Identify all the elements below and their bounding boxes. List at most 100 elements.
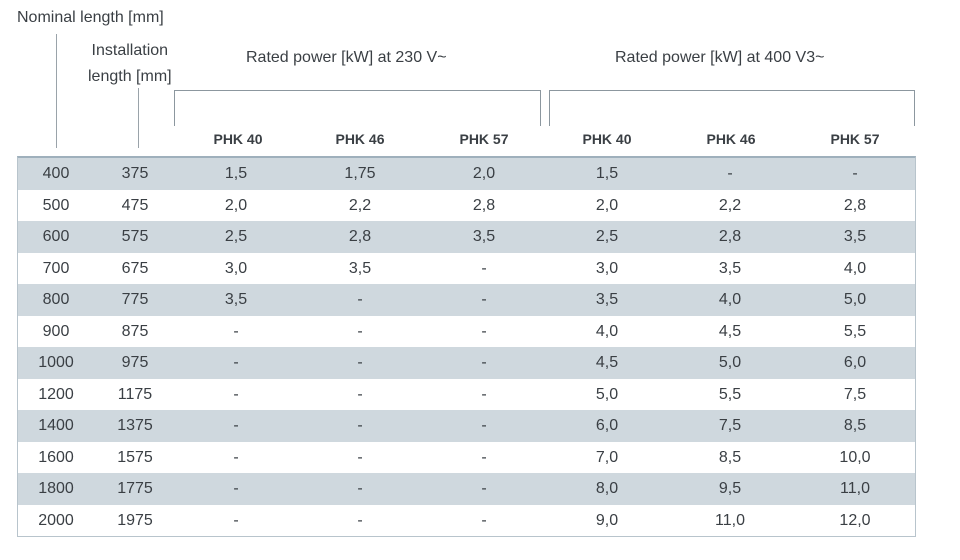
phk40-400-cell: 4,0	[595, 322, 619, 340]
installation-length-header-line1: Installation	[91, 42, 169, 59]
phk40-230-cell: -	[233, 322, 239, 340]
phk46-230-cell: -	[357, 417, 363, 434]
phk40-230-cell: -	[233, 354, 239, 371]
phk40-400-cell: 7,0	[595, 448, 619, 466]
phk57-230-cell: -	[481, 322, 487, 340]
nominal-length-cell: 800	[42, 291, 70, 308]
installation-length-leader-line	[138, 88, 139, 148]
phk40-230-cell: 3,0	[224, 259, 248, 277]
table-row: 1200 1175 - - - 5,0 5,5 7,5	[18, 379, 915, 411]
phk57-400-cell: 4,0	[843, 259, 867, 277]
phk57-230-cell: -	[481, 385, 487, 403]
phk46-400-cell: 5,5	[718, 385, 742, 403]
phk57-230-cell: -	[481, 480, 487, 497]
model-header-230-phk46: PHK 46	[335, 131, 385, 147]
installation-length-cell: 475	[121, 196, 149, 214]
phk57-230-cell: -	[481, 448, 487, 466]
phk57-400-cell: 6,0	[843, 354, 867, 371]
nominal-length-cell: 1200	[38, 385, 74, 403]
phk40-400-cell: 4,5	[595, 354, 619, 371]
phk57-230-cell: -	[481, 291, 487, 308]
table-row: 800 775 3,5 - - 3,5 4,0 5,0	[18, 284, 915, 316]
installation-length-cell: 1775	[117, 480, 153, 497]
phk40-230-cell: 2,5	[224, 228, 248, 245]
table-row: 700 675 3,0 3,5 - 3,0 3,5 4,0	[18, 253, 915, 285]
phk40-230-cell: 3,5	[224, 291, 248, 308]
phk46-230-cell: -	[357, 354, 363, 371]
rated-power-400-header: Rated power [kW] at 400 V3~	[615, 49, 825, 66]
phk40-400-cell: 2,5	[595, 228, 619, 245]
phk57-400-cell: 3,5	[843, 228, 867, 245]
model-header-230-phk57: PHK 57	[459, 131, 509, 147]
installation-length-header: Installation length [mm]	[88, 38, 172, 90]
phk57-400-cell: 5,5	[843, 322, 867, 340]
phk46-230-cell: -	[357, 448, 363, 466]
rated-power-table: 400 375 1,5 1,75 2,0 1,5 - - 500 475 2,0 2,2 2,8 2,0 2…	[17, 156, 916, 537]
phk46-400-cell: 8,5	[718, 448, 742, 466]
phk57-400-cell: 12,0	[839, 511, 871, 529]
rated-power-400-bracket	[549, 90, 915, 126]
phk40-400-cell: 3,0	[595, 259, 619, 277]
phk40-230-cell: 2,0	[224, 196, 248, 214]
nominal-length-cell: 700	[42, 259, 70, 277]
nominal-length-cell: 1000	[38, 354, 74, 371]
phk46-230-cell: 1,75	[344, 165, 376, 182]
phk40-230-cell: -	[233, 448, 239, 466]
phk57-400-cell: 8,5	[843, 417, 867, 434]
phk57-400-cell: 7,5	[843, 385, 867, 403]
installation-length-cell: 575	[121, 228, 149, 245]
nominal-length-cell: 600	[42, 228, 70, 245]
phk46-230-cell: -	[357, 511, 363, 529]
phk57-230-cell: 3,5	[472, 228, 496, 245]
nominal-length-cell: 900	[42, 322, 70, 340]
phk57-230-cell: -	[481, 354, 487, 371]
rated-power-230-bracket	[174, 90, 541, 126]
installation-length-header-line2: length [mm]	[88, 68, 172, 85]
table-row: 1600 1575 - - - 7,0 8,5 10,0	[18, 442, 915, 474]
phk46-230-cell: -	[357, 322, 363, 340]
phk46-400-cell: 11,0	[715, 511, 745, 529]
model-header-400-phk46: PHK 46	[706, 131, 756, 147]
phk46-400-cell: 4,0	[718, 291, 742, 308]
model-header-230-phk40: PHK 40	[213, 131, 263, 147]
phk40-400-cell: 6,0	[595, 417, 619, 434]
installation-length-cell: 975	[121, 354, 149, 371]
nominal-length-leader-line	[56, 34, 57, 148]
phk40-230-cell: -	[233, 511, 239, 529]
phk57-400-cell: 2,8	[843, 196, 867, 214]
phk46-400-cell: 9,5	[718, 480, 742, 497]
phk46-230-cell: 3,5	[348, 259, 372, 277]
table-row: 1400 1375 - - - 6,0 7,5 8,5	[18, 410, 915, 442]
phk57-230-cell: 2,0	[472, 165, 496, 182]
phk46-230-cell: -	[357, 480, 363, 497]
phk57-400-cell: 10,0	[839, 448, 871, 466]
nominal-length-cell: 1400	[38, 417, 74, 434]
installation-length-cell: 1575	[117, 448, 153, 466]
rated-power-230-header: Rated power [kW] at 230 V~	[246, 49, 447, 66]
phk46-400-cell: 4,5	[718, 322, 742, 340]
phk46-400-cell: -	[727, 165, 733, 182]
phk57-230-cell: -	[481, 511, 487, 529]
phk40-400-cell: 3,5	[595, 291, 619, 308]
installation-length-cell: 1375	[117, 417, 153, 434]
nominal-length-cell: 1600	[38, 448, 74, 466]
installation-length-cell: 1975	[117, 511, 153, 529]
phk40-230-cell: 1,5	[224, 165, 248, 182]
phk57-230-cell: 2,8	[472, 196, 496, 214]
phk40-400-cell: 2,0	[595, 196, 619, 214]
phk57-400-cell: -	[852, 165, 858, 182]
phk46-230-cell: -	[357, 291, 363, 308]
phk40-400-cell: 8,0	[595, 480, 619, 497]
table-row: 1000 975 - - - 4,5 5,0 6,0	[18, 347, 915, 379]
phk46-400-cell: 2,8	[718, 228, 742, 245]
nominal-length-cell: 500	[42, 196, 70, 214]
table-row: 1800 1775 - - - 8,0 9,5 11,0	[18, 473, 915, 505]
nominal-length-header: Nominal length [mm]	[17, 9, 164, 26]
phk46-230-cell: -	[357, 385, 363, 403]
table-row: 500 475 2,0 2,2 2,8 2,0 2,2 2,8	[18, 190, 915, 222]
model-header-400-phk40: PHK 40	[582, 131, 632, 147]
nominal-length-cell: 2000	[38, 511, 74, 529]
installation-length-cell: 675	[121, 259, 149, 277]
phk46-400-cell: 3,5	[718, 259, 742, 277]
installation-length-cell: 1175	[117, 385, 153, 403]
